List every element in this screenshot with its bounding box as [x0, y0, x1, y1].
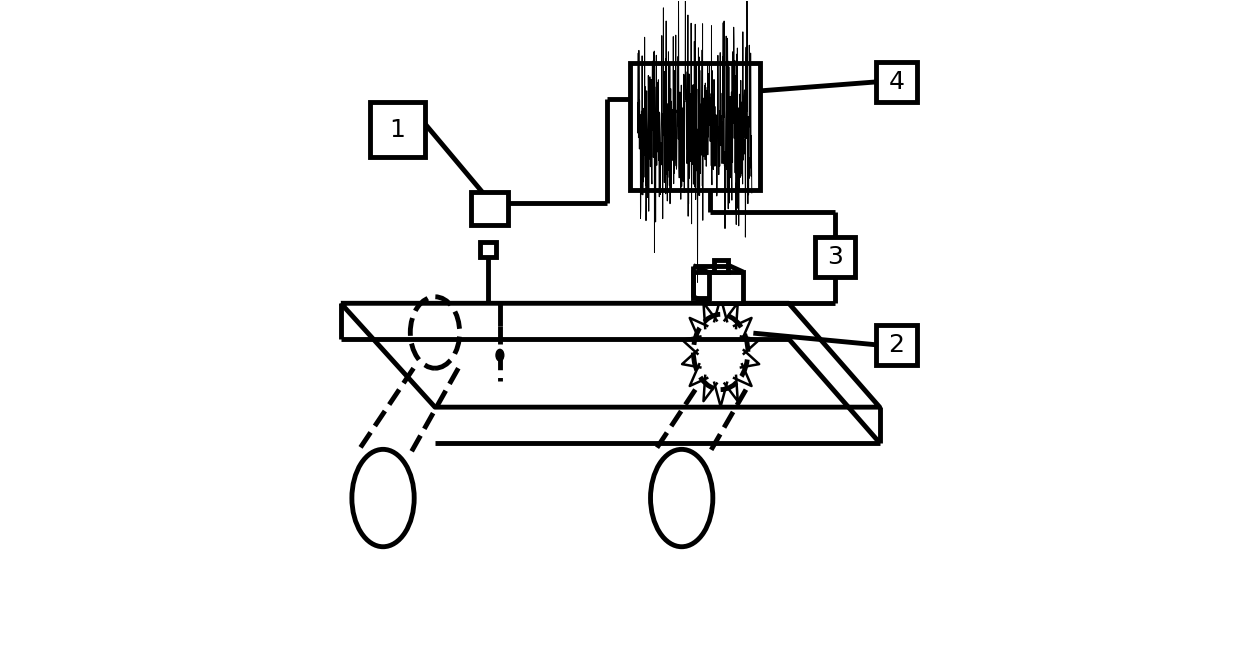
Bar	[693, 272, 709, 298]
Text: 3: 3	[827, 245, 843, 269]
Ellipse shape	[496, 349, 503, 361]
Bar	[630, 63, 760, 190]
Ellipse shape	[352, 449, 414, 547]
Bar	[714, 260, 728, 272]
Text: 4: 4	[889, 70, 904, 94]
Bar	[877, 325, 916, 365]
Bar	[480, 243, 496, 256]
Ellipse shape	[651, 449, 713, 547]
Text: 1: 1	[389, 117, 405, 141]
Bar	[815, 237, 856, 277]
Bar	[877, 62, 916, 102]
Bar	[471, 192, 508, 226]
Bar	[370, 102, 425, 157]
Text: 2: 2	[889, 333, 904, 357]
Bar	[708, 272, 743, 303]
